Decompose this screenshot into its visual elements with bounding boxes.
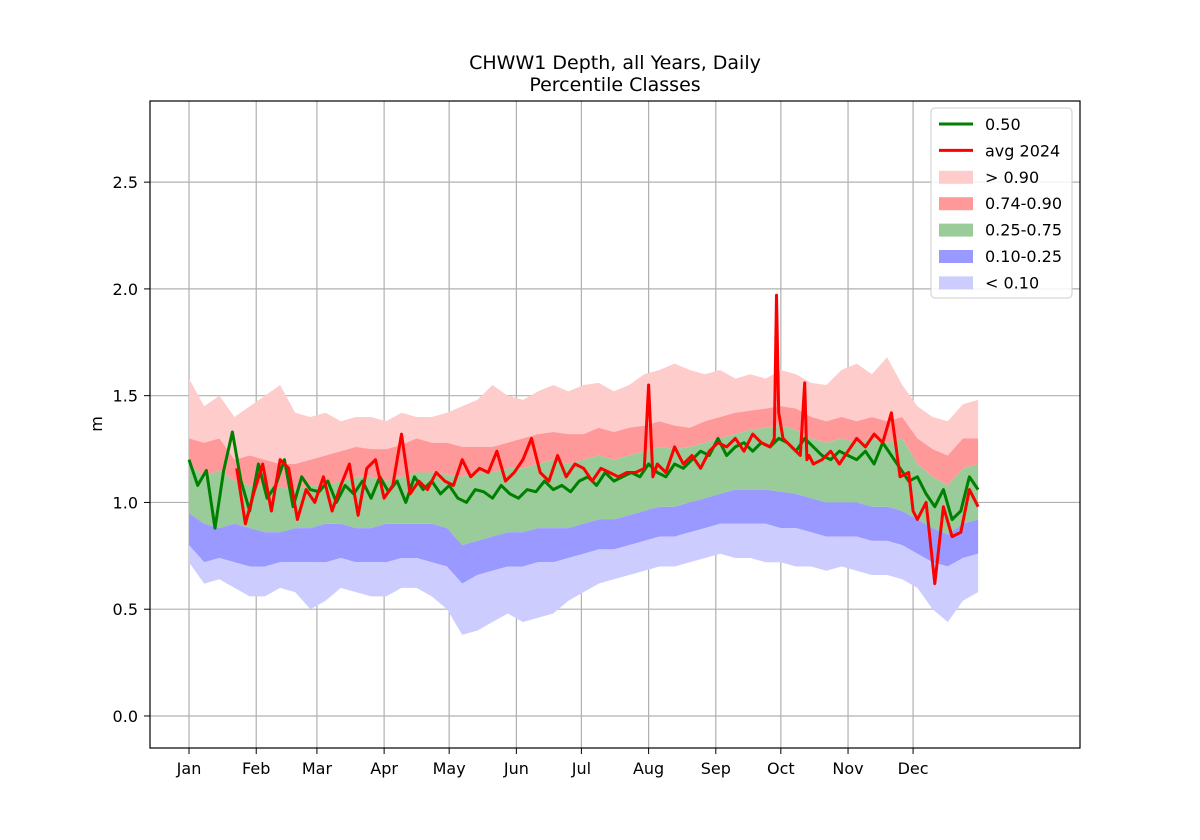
x-tick-label: Aug <box>633 759 664 778</box>
legend-swatch <box>939 170 973 184</box>
legend-label: < 0.10 <box>985 273 1039 292</box>
series-line-avg-2024 <box>235 293 980 586</box>
x-tick-label: Apr <box>370 759 398 778</box>
x-tick-label: Dec <box>898 759 929 778</box>
y-axis-label: m <box>87 416 106 432</box>
band-0-90 <box>189 357 979 464</box>
band-0-10 <box>189 523 979 635</box>
plot-frame <box>149 100 1081 749</box>
x-tick-label: Mar <box>302 759 333 778</box>
y-tick-label: 1.5 <box>113 387 138 406</box>
chart-title: CHWW1 Depth, all Years, Daily <box>469 52 761 74</box>
band-0-74-0-90 <box>189 406 979 490</box>
legend-label: avg 2024 <box>985 141 1060 160</box>
x-tick-label: Nov <box>832 759 863 778</box>
percentile-bands <box>189 357 979 635</box>
x-tick-label: May <box>433 759 466 778</box>
legend-swatch <box>939 223 973 237</box>
x-axis-ticks: Jan Feb Mar Apr May Jun Jul Aug Sep Oct Nov Dec <box>176 748 929 778</box>
legend-label: > 0.90 <box>985 168 1039 187</box>
band-0-25-0-75 <box>189 425 979 546</box>
y-axis-ticks: 0.0 0.5 1.0 1.5 2.0 2.5 <box>113 173 150 726</box>
y-tick-label: 1.0 <box>113 493 138 512</box>
chart-subtitle: Percentile Classes <box>529 74 700 96</box>
x-tick-label: Jan <box>176 759 202 778</box>
legend-label: 0.74-0.90 <box>985 194 1062 213</box>
y-tick-label: 0.5 <box>113 600 138 619</box>
y-tick-label: 2.0 <box>113 280 138 299</box>
x-tick-label: Jun <box>503 759 529 778</box>
legend-label: 0.10-0.25 <box>985 247 1062 266</box>
band-0-10-0-25 <box>189 489 979 584</box>
x-tick-label: Oct <box>767 759 795 778</box>
x-tick-label: Jul <box>571 759 591 778</box>
legend: 0.50 avg 2024 > 0.90 0.74-0.90 0.25-0.75 0.10… <box>930 107 1073 299</box>
y-tick-label: 0.0 <box>113 707 138 726</box>
legend-swatch <box>939 276 973 290</box>
legend-label: 0.25-0.75 <box>985 221 1062 240</box>
x-tick-label: Sep <box>701 759 731 778</box>
y-tick-label: 2.5 <box>113 173 138 192</box>
legend-swatch <box>939 250 973 263</box>
legend-swatch <box>939 197 973 211</box>
x-tick-label: Feb <box>242 759 270 778</box>
legend-label: 0.50 <box>985 115 1021 134</box>
series-lines <box>187 293 980 586</box>
